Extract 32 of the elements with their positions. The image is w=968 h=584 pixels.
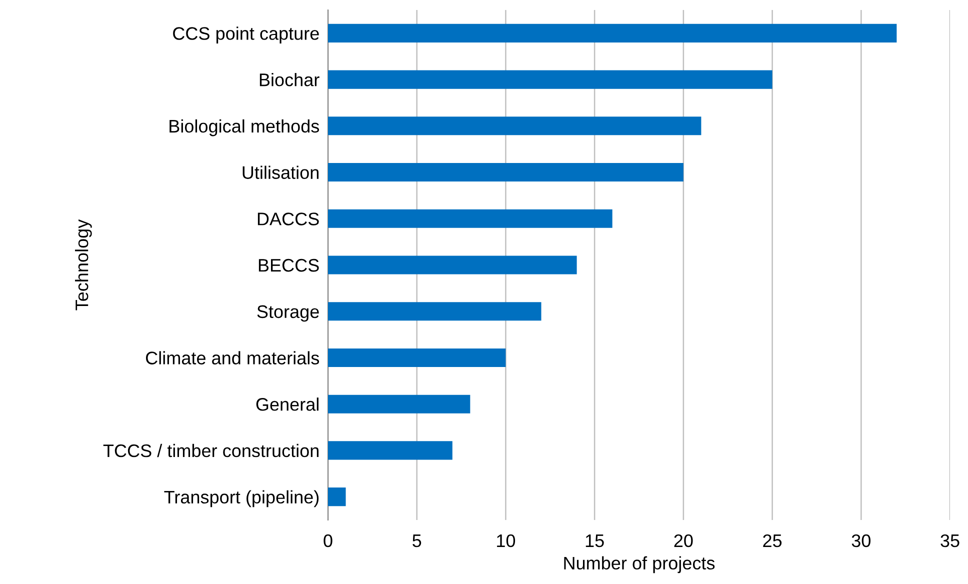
y-tick-label: CCS point capture — [173, 26, 319, 44]
x-tick-label: 5 — [412, 534, 422, 548]
y-tick-label: Biological methods — [170, 119, 320, 136]
y-tick-label: Storage — [257, 305, 319, 322]
bar — [328, 163, 684, 182]
x-tick-label: 0 — [324, 534, 332, 548]
bar — [328, 116, 702, 136]
x-tick-label: 35 — [940, 534, 960, 548]
x-tick-label: 15 — [586, 534, 604, 548]
x-axis-title: Number of projects — [564, 556, 715, 574]
y-axis-title: Technology — [75, 219, 92, 310]
bar — [328, 70, 772, 89]
bar — [328, 24, 897, 42]
x-tick-label: 25 — [763, 534, 782, 548]
bar — [328, 302, 542, 321]
y-tick-label: BECCS — [258, 258, 319, 272]
y-tick-label: General — [256, 398, 318, 411]
bar — [328, 441, 452, 460]
y-tick-label: Biochar — [260, 73, 320, 86]
y-tick-label: TCCS / timber construction — [103, 444, 319, 458]
x-tick-label: 10 — [497, 534, 516, 548]
x-tick-label: 20 — [674, 534, 693, 548]
y-tick-label: Utilisation — [242, 166, 318, 179]
bar — [328, 256, 577, 274]
y-tick-label: DACCS — [258, 212, 319, 226]
y-tick-label: Transport (pipeline) — [164, 490, 319, 508]
bar — [328, 348, 506, 367]
bar — [328, 488, 346, 506]
bar — [328, 394, 470, 414]
x-tick-label: 30 — [852, 534, 870, 548]
y-tick-label: Climate and materials — [146, 351, 320, 364]
bar — [328, 209, 612, 228]
